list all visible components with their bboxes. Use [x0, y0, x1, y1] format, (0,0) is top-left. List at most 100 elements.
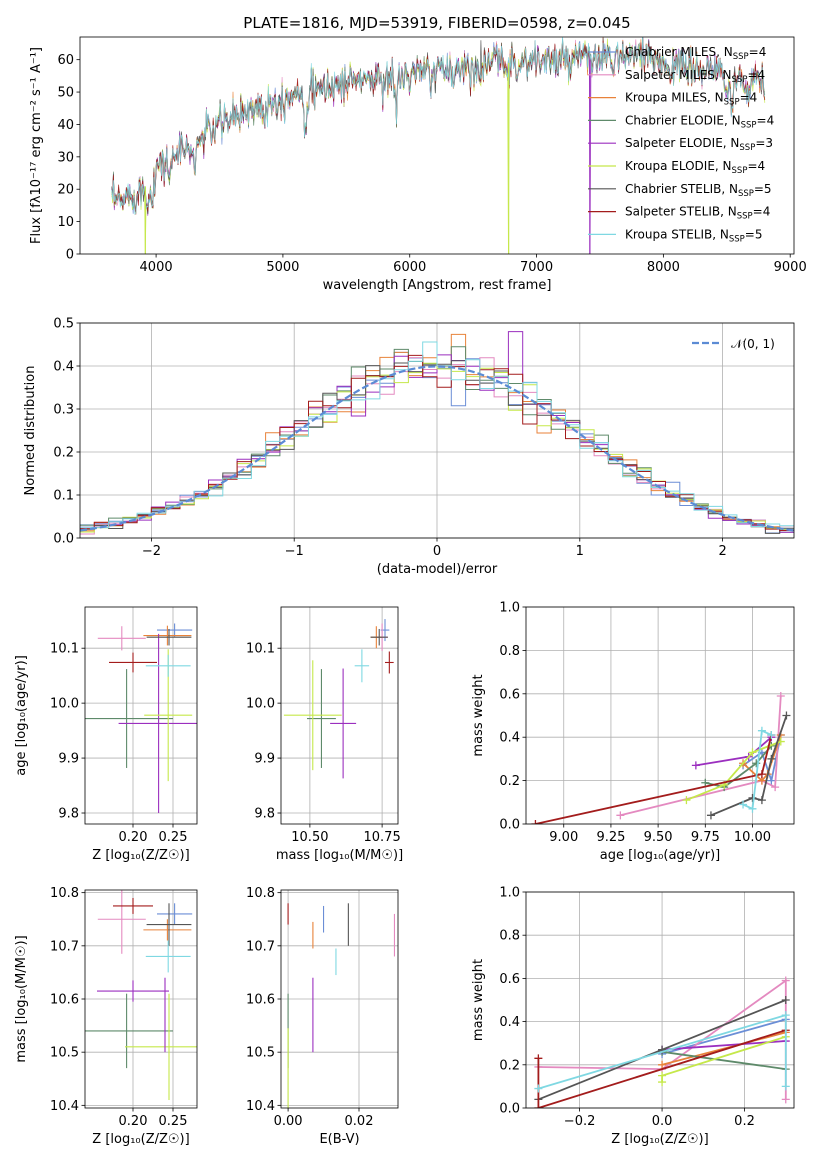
plot-area [85, 890, 197, 1101]
errorbar-point [143, 625, 192, 646]
errorbar-point [307, 669, 336, 768]
plus-marker [776, 691, 785, 700]
weight-line-3 [661, 1031, 787, 1066]
legend-name: Kroupa STELIB, N [625, 227, 729, 241]
plus-marker [781, 976, 790, 985]
plot-area [287, 903, 396, 1108]
hist-step-8 [80, 354, 794, 531]
y-tick-label: 10.5 [50, 1046, 79, 1061]
y-tick-label: 9.9 [254, 752, 275, 767]
legend-entry: Salpeter ELODIE, NSSP=3 [625, 136, 773, 153]
x-tick-label: 4000 [140, 260, 173, 275]
y-tick-label: 0.0 [53, 532, 74, 547]
plus-marker [781, 1095, 790, 1104]
x-tick-label: −2 [142, 544, 161, 559]
legend-entry: Kroupa STELIB, NSSP=5 [625, 227, 763, 244]
legend-entry: Chabrier STELIB, NSSP=5 [625, 182, 772, 199]
y-axis-label: Normed distribution [23, 366, 38, 496]
errorbar-point [109, 652, 157, 673]
y-tick-label: 9.9 [58, 752, 79, 767]
x-tick-label: 6000 [393, 260, 426, 275]
axes-frame [84, 606, 198, 825]
y-tick-label: 30 [57, 150, 74, 165]
errorbar-point [118, 633, 197, 814]
y-tick-label: 0.4 [53, 360, 74, 375]
legend-name: Salpeter MILES, N [625, 68, 732, 82]
errorbar-point [370, 628, 388, 646]
normal-reference-curve [80, 365, 794, 532]
plus-marker [748, 748, 757, 757]
errorbar-point [113, 897, 153, 914]
legend-sub: SSP [737, 212, 753, 222]
legend-name: Chabrier ELODIE, N [625, 113, 741, 127]
y-tick-label: 10.1 [50, 642, 79, 657]
x-axis-label: Z [log₁₀(Z/Z☉)] [92, 848, 189, 863]
y-tick-label: 0.2 [53, 446, 74, 461]
errorbar-point [145, 654, 191, 677]
axes-frame [79, 36, 795, 255]
y-tick-label: 0.3 [53, 403, 74, 418]
weight-line-3 [742, 734, 782, 782]
x-axis-label: Z [log₁₀(Z/Z☉)] [92, 1132, 189, 1147]
x-axis-label: Z [log₁₀(Z/Z☉)] [611, 1132, 708, 1147]
x-tick-label: 0.0 [652, 1114, 673, 1129]
x-tick-label: 9.50 [644, 830, 673, 845]
y-tick-label: 0 [66, 248, 74, 263]
axes-mass_vs_Z: 0.20 0.25 10.4 10.5 10.6 10.7 10.8 Z [log₁₀(Z/Z… [14, 886, 198, 1147]
x-tick-label: 0.02 [345, 1114, 374, 1129]
y-tick-label: 0.0 [499, 818, 520, 833]
errorbar-point [125, 993, 197, 1101]
chart-title: PLATE=1816, MJD=53919, FIBERID=0598, z=0… [243, 14, 630, 32]
y-axis-label: Flux [fλ10⁻¹⁷ erg cm⁻² s⁻¹ A⁻¹] [29, 47, 44, 244]
plus-marker [706, 811, 715, 820]
weight-line-9 [742, 729, 772, 811]
y-tick-label: 10.8 [50, 886, 79, 901]
plus-marker [748, 793, 757, 802]
errorbar-point [146, 903, 192, 946]
errorbar-point [143, 919, 192, 941]
hist-step-9 [80, 341, 794, 529]
errorbar-point [157, 623, 193, 637]
plus-marker [771, 783, 780, 792]
y-tick-label: 10.8 [246, 886, 275, 901]
y-tick-label: 10.7 [246, 939, 275, 954]
plus-marker [767, 776, 776, 785]
plus-marker [658, 1071, 667, 1080]
legend-tail: =4 [757, 113, 775, 127]
axes-weight_vs_Z: −0.2 0.0 0.2 0.0 0.2 0.4 0.6 0.8 1.0 Z [log₁₀(Z/Z… [471, 886, 795, 1147]
x-axis-label: E(B-V) [319, 1132, 359, 1147]
errorbar-point [330, 668, 357, 779]
y-tick-label: 40 [57, 118, 74, 133]
y-tick-label: 9.8 [254, 807, 275, 822]
x-tick-label: 0.25 [159, 830, 188, 845]
plus-marker [767, 754, 776, 763]
legend-name: Salpeter STELIB, N [625, 205, 737, 219]
y-tick-label: 0.8 [499, 644, 520, 659]
x-axis-label: (data-model)/error [377, 562, 498, 577]
x-tick-label: 9.25 [596, 830, 625, 845]
errorbar-point [85, 669, 173, 768]
legend-name: Salpeter ELODIE, N [625, 136, 739, 150]
y-tick-label: 0.0 [499, 1102, 520, 1117]
legend-entry: Kroupa MILES, NSSP=4 [625, 91, 757, 108]
x-tick-label: 8000 [647, 260, 680, 275]
axes-residuals: 𝒩(0, 1) −2 −1 0 1 2 0.0 0.1 0.2 0.3 0.4 0.5 (data-mo… [23, 317, 795, 577]
legend-tail: =4 [740, 91, 758, 105]
axes-age_vs_Z: 0.20 0.25 9.8 9.9 10.0 10.1 Z [log₁₀(Z/Z☉)] age… [14, 606, 198, 863]
errorbar-point [97, 626, 146, 651]
spectrum-line-9 [111, 37, 766, 216]
plot-area [85, 623, 197, 814]
axes-mass_vs_EBV: 0.00 0.02 10.4 10.5 10.6 10.7 10.8 E(B-V) [246, 886, 399, 1147]
y-tick-label: 10 [57, 215, 74, 230]
y-tick-label: 10.0 [246, 697, 275, 712]
plus-marker [757, 796, 766, 805]
axes-spectrum: PLATE=1816, MJD=53919, FIBERID=0598, z=0… [29, 14, 807, 293]
errorbar-point [97, 980, 169, 1002]
legend-entry: Salpeter STELIB, NSSP=4 [625, 205, 770, 222]
plus-marker [534, 1084, 543, 1093]
legend-sub: SSP [741, 120, 757, 130]
legend-tail: =4 [749, 45, 767, 59]
y-tick-label: 10.5 [246, 1046, 275, 1061]
y-tick-label: 20 [57, 183, 74, 198]
y-tick-label: 1.0 [499, 601, 520, 616]
